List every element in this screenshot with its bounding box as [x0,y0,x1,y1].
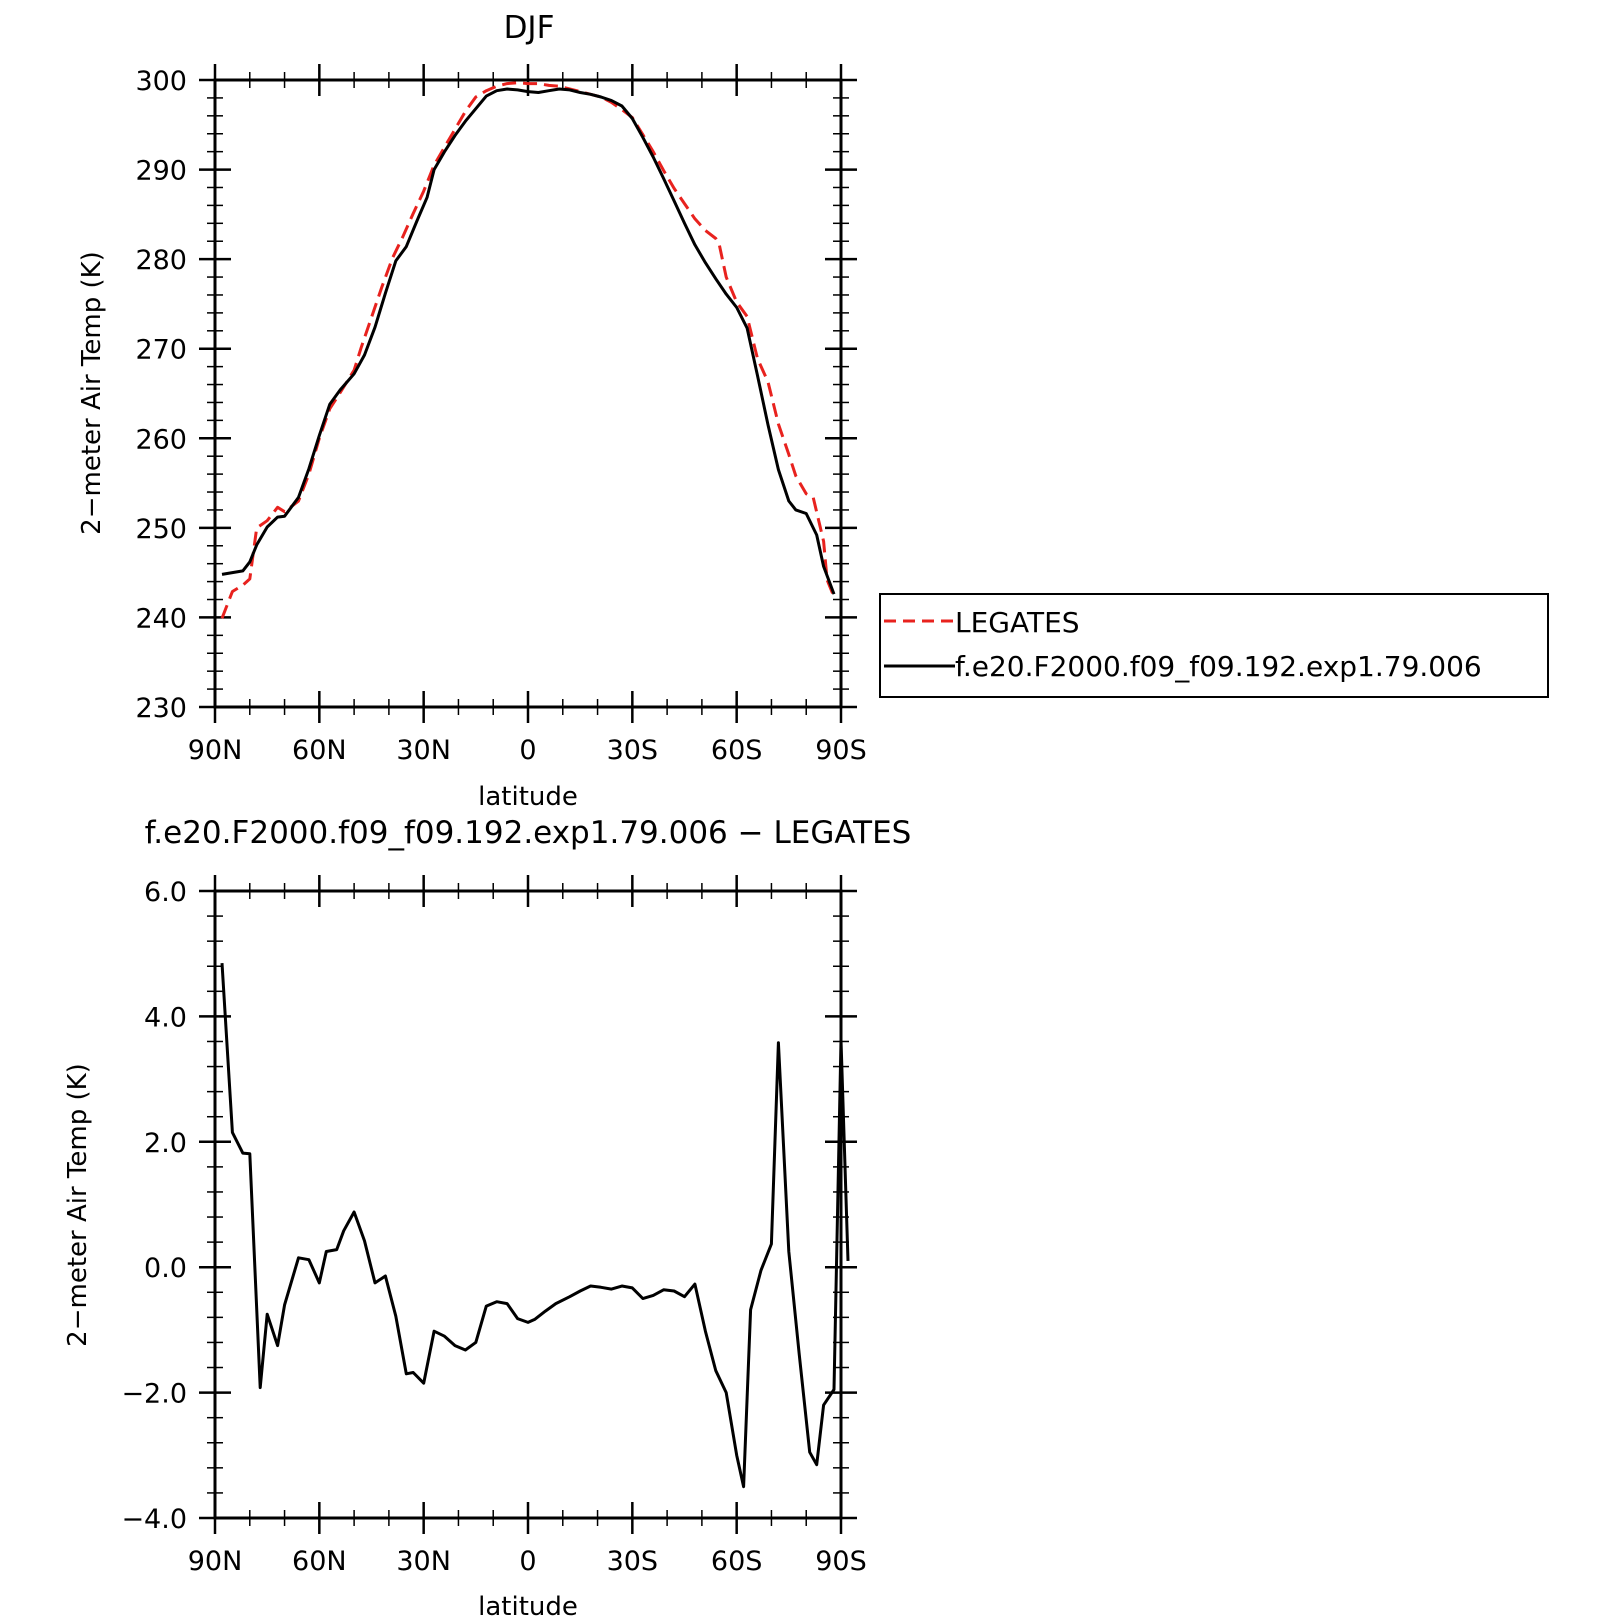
bottom-y-tick-labels: −4.0 −2.0 0.0 2.0 4.0 6.0 [121,877,187,1535]
top-x-tick-labels: 90N 60N 30N 0 30S 60S 90S [188,735,867,766]
legend-label-legates: LEGATES [955,606,1080,639]
bottom-panel: f.e20.F2000.f09_f09.192.exp1.79.006 − LE… [63,815,911,1622]
y-tick-label: 270 [135,335,187,366]
x-tick-label: 90S [815,735,867,766]
bottom-series-lines [220,963,850,1489]
y-tick-label: 280 [135,245,187,276]
bottom-y-axis-label: 2−meter Air Temp (K) [63,1063,93,1347]
y-tick-label: 260 [135,424,187,455]
bottom-x-tick-labels: 90N 60N 30N 0 30S 60S 90S [188,1546,867,1577]
legend-box [879,593,1549,698]
x-tick-label: 60S [711,735,763,766]
bottom-chart-title: f.e20.F2000.f09_f09.192.exp1.79.006 − LE… [145,815,912,851]
legend: LEGATES f.e20.F2000.f09_f09.192.exp1.79.… [879,593,1549,698]
x-tick-label: 60N [292,735,347,766]
x-tick-label: 60N [292,1546,347,1577]
legend-label-model: f.e20.F2000.f09_f09.192.exp1.79.006 [955,650,1482,683]
y-tick-label: −2.0 [121,1379,187,1410]
top-chart-title: DJF [504,10,555,46]
x-tick-label: 90N [188,735,243,766]
top-plot-frame [213,78,843,709]
top-axis-ticks [199,64,857,723]
y-tick-label: 4.0 [144,1002,187,1033]
series-line-1-0 [220,963,850,1489]
x-tick-label: 30S [607,1546,659,1577]
x-tick-label: 60S [711,1546,763,1577]
x-tick-label: 30S [607,735,659,766]
y-tick-label: 2.0 [144,1128,187,1159]
y-tick-label: 230 [135,693,187,724]
x-tick-label: 30N [396,1546,451,1577]
series-line-0-1 [221,87,836,595]
y-tick-label: 6.0 [144,877,187,908]
top-panel: DJF 230 240 250 260 270 280 290 300 90N 60N 30N 0 3… [77,10,867,812]
y-tick-label: 0.0 [144,1253,187,1284]
bottom-axis-ticks [199,875,857,1534]
x-tick-label: 30N [396,735,451,766]
y-tick-label: 300 [135,66,187,97]
y-tick-label: 250 [135,514,187,545]
series-line-0-0 [220,81,836,619]
x-tick-label: 0 [519,735,536,766]
x-tick-label: 0 [519,1546,536,1577]
y-tick-label: 240 [135,603,187,634]
y-tick-label: 290 [135,156,187,187]
bottom-x-axis-label: latitude [478,1592,578,1622]
bottom-plot-frame [213,889,843,1520]
top-y-axis-label: 2−meter Air Temp (K) [77,251,107,535]
top-y-tick-labels: 230 240 250 260 270 280 290 300 [135,66,187,724]
top-series-lines [220,81,836,619]
x-tick-label: 90N [188,1546,243,1577]
x-tick-label: 90S [815,1546,867,1577]
y-tick-label: −4.0 [121,1504,187,1535]
top-x-axis-label: latitude [478,782,578,812]
